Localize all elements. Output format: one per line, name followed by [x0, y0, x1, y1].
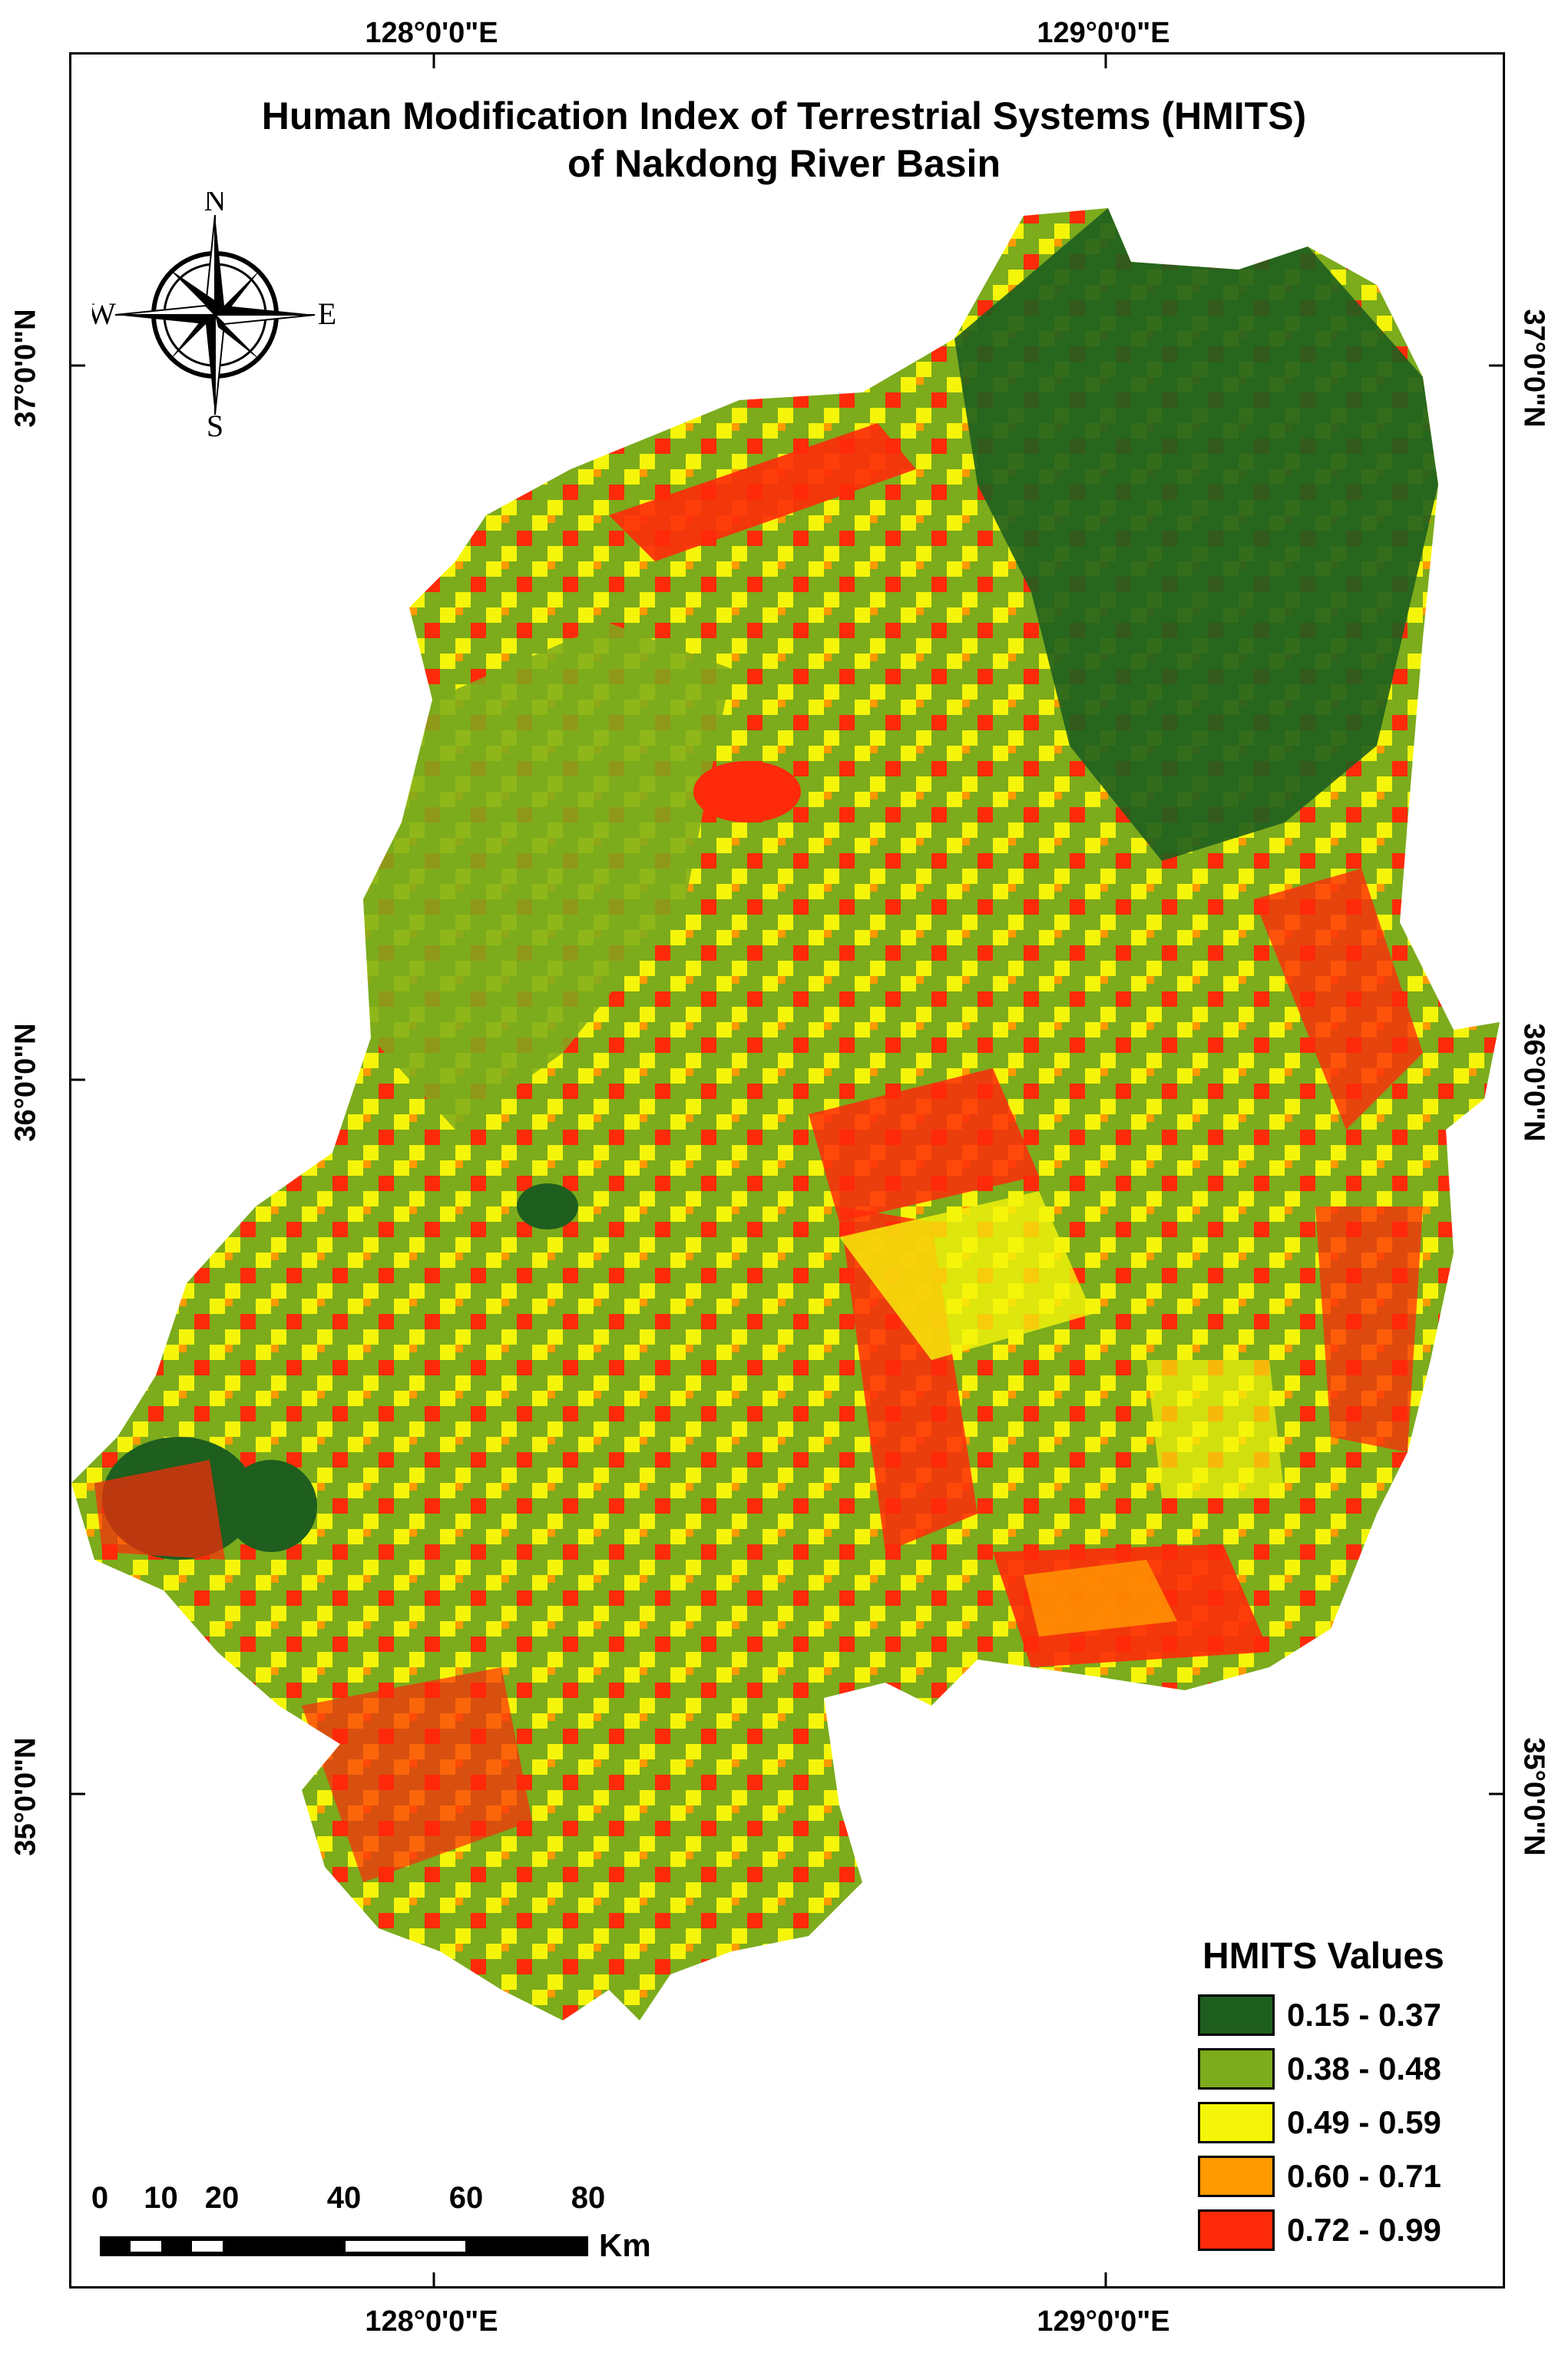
map-frame — [69, 52, 1505, 2289]
compass-s: S — [207, 409, 223, 438]
compass-w: W — [92, 296, 116, 331]
scale-tick-label: 20 — [204, 2181, 240, 2215]
graticule-left-35n: 35°0'0"N — [9, 1737, 42, 1856]
legend-swatch — [1198, 2156, 1275, 2197]
scale-unit: Km — [599, 2227, 651, 2263]
legend-item: 0.60 - 0.71 — [1198, 2150, 1444, 2203]
graticule-right-36n: 36°0'0"N — [1517, 1023, 1550, 1142]
graticule-left-37n: 37°0'0"N — [9, 309, 42, 428]
scale-tick-label: 80 — [571, 2181, 606, 2215]
scale-tick-label: 40 — [326, 2181, 362, 2215]
map-title: Human Modification Index of Terrestrial … — [0, 92, 1568, 187]
legend-swatch — [1198, 1994, 1275, 2036]
graticule-top-129e: 129°0'0"E — [1037, 17, 1170, 49]
scale-tick-label: 60 — [448, 2181, 484, 2215]
map-title-line2: of Nakdong River Basin — [567, 142, 1001, 185]
legend-label: 0.72 - 0.99 — [1287, 2212, 1441, 2248]
compass-n: N — [204, 192, 227, 217]
legend-label: 0.15 - 0.37 — [1287, 1997, 1441, 2033]
graticule-right-35n: 35°0'0"N — [1517, 1737, 1550, 1856]
legend-swatch — [1198, 2102, 1275, 2143]
legend-label: 0.49 - 0.59 — [1287, 2104, 1441, 2140]
legend-label: 0.60 - 0.71 — [1287, 2158, 1441, 2194]
graticule-ticks — [71, 55, 1503, 2286]
graticule-bottom-128e: 128°0'0"E — [365, 2305, 498, 2338]
scale-bar-graphic — [100, 2236, 588, 2256]
graticule-left-36n: 36°0'0"N — [9, 1023, 42, 1142]
legend-title: HMITS Values — [1202, 1936, 1444, 1977]
legend-swatch — [1198, 2048, 1275, 2090]
legend-item: 0.49 - 0.59 — [1198, 2096, 1444, 2150]
legend: HMITS Values 0.15 - 0.37 0.38 - 0.48 0.49 … — [1198, 1935, 1444, 2257]
legend-item: 0.15 - 0.37 — [1198, 1988, 1444, 2042]
scale-tick-label: 0 — [91, 2181, 109, 2215]
basin-map — [71, 55, 1503, 2286]
compass-e: E — [318, 296, 336, 331]
graticule-top-128e: 128°0'0"E — [365, 17, 498, 49]
graticule-right-37n: 37°0'0"N — [1517, 309, 1550, 428]
scale-tick-label: 10 — [144, 2181, 178, 2215]
legend-swatch — [1198, 2209, 1275, 2251]
legend-item: 0.38 - 0.48 — [1198, 2042, 1444, 2096]
graticule-bottom-129e: 129°0'0"E — [1037, 2305, 1170, 2338]
legend-label: 0.38 - 0.48 — [1287, 2050, 1441, 2087]
map-title-line1: Human Modification Index of Terrestrial … — [261, 94, 1307, 137]
compass-rose-icon: N S W E — [92, 192, 336, 438]
legend-item: 0.72 - 0.99 — [1198, 2203, 1444, 2257]
